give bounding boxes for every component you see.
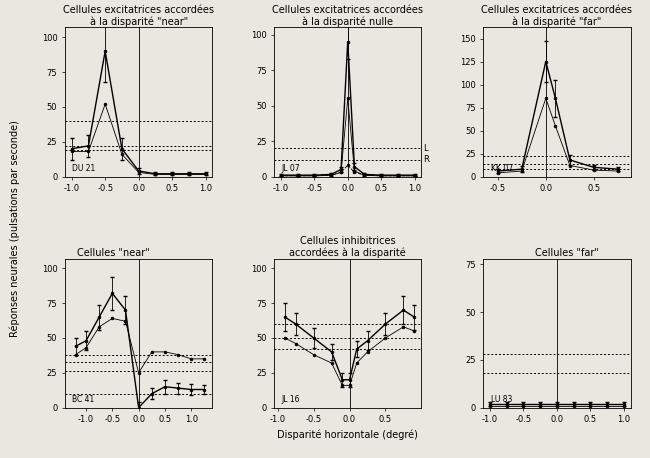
Text: R: R: [423, 155, 429, 164]
Title: Cellules inhibitrices
accordées à la disparité: Cellules inhibitrices accordées à la dis…: [289, 235, 406, 258]
Title: Cellules excitatrices accordées
à la disparité nulle: Cellules excitatrices accordées à la dis…: [272, 5, 423, 27]
Text: Réponses neurales (pulsations par seconde): Réponses neurales (pulsations par second…: [10, 120, 20, 338]
Text: LU 83: LU 83: [491, 395, 512, 403]
Text: JL 16: JL 16: [281, 395, 300, 403]
Text: L: L: [423, 144, 428, 153]
Text: DU 21: DU 21: [72, 164, 96, 173]
Text: JL 07: JL 07: [281, 164, 300, 173]
Text: BC 41: BC 41: [72, 395, 95, 403]
Text: Cellules "far": Cellules "far": [535, 248, 599, 258]
Title: Cellules excitatrices accordées
à la disparité "far": Cellules excitatrices accordées à la dis…: [482, 5, 632, 27]
Text: KK 07: KK 07: [491, 164, 513, 173]
Title: Cellules excitatrices accordées
à la disparité "near": Cellules excitatrices accordées à la dis…: [63, 5, 214, 27]
X-axis label: Disparité horizontale (degré): Disparité horizontale (degré): [278, 430, 418, 440]
Text: Cellules "near": Cellules "near": [77, 248, 150, 258]
